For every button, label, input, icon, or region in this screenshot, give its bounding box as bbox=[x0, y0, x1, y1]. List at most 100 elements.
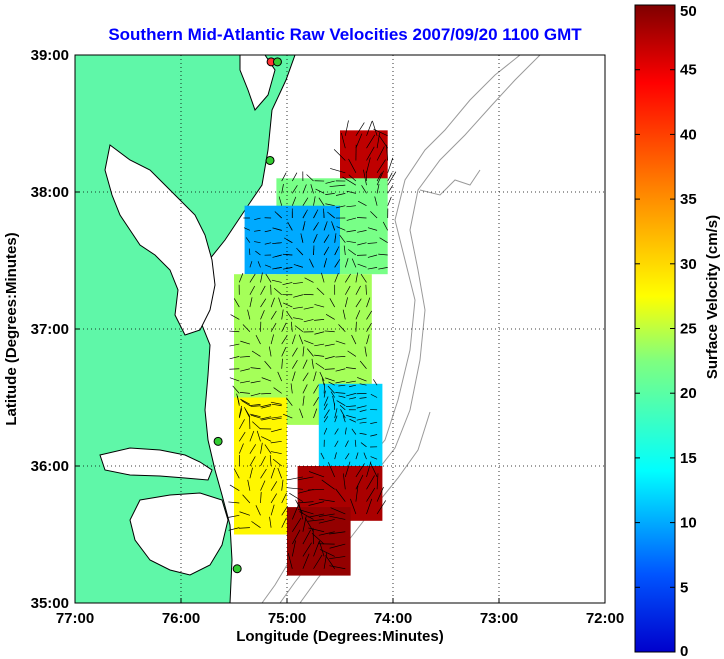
velocity-vector bbox=[323, 249, 328, 256]
velocity-vector bbox=[376, 500, 387, 515]
velocity-vector bbox=[249, 456, 256, 467]
radar-station-1 bbox=[272, 57, 282, 67]
velocity-vector bbox=[287, 552, 293, 569]
velocity-vector bbox=[318, 531, 335, 536]
velocity-vector bbox=[264, 264, 272, 268]
velocity-vector bbox=[366, 120, 373, 136]
velocity-vector bbox=[245, 237, 251, 243]
velocity-vector bbox=[236, 393, 240, 405]
velocity-vector bbox=[335, 193, 346, 196]
plot-area bbox=[75, 55, 605, 603]
velocity-vector bbox=[260, 456, 266, 467]
velocity-vectors bbox=[228, 120, 397, 570]
velocity-vector bbox=[374, 196, 378, 206]
velocity-vector bbox=[320, 452, 325, 460]
velocity-vector bbox=[290, 321, 293, 332]
velocity-vector bbox=[228, 527, 240, 531]
velocity-vector bbox=[255, 334, 261, 345]
velocity-vector bbox=[291, 540, 296, 557]
velocity-vector bbox=[378, 253, 388, 256]
velocity-vector bbox=[342, 309, 346, 320]
velocity-vector bbox=[342, 415, 346, 423]
velocity-vector bbox=[270, 334, 275, 345]
velocity-vector bbox=[357, 263, 367, 268]
velocity-vector bbox=[239, 356, 250, 358]
velocity-vector bbox=[336, 226, 346, 231]
velocity-vector bbox=[308, 501, 325, 506]
velocity-vector bbox=[281, 309, 284, 320]
y-tick-label: 36:00 bbox=[31, 458, 69, 475]
velocity-vector bbox=[308, 527, 325, 533]
velocity-vector bbox=[313, 196, 316, 206]
colorbar-ticks: 0 5 10 15 20 25 30 35 40 45 50 bbox=[635, 3, 697, 659]
velocity-vector bbox=[292, 317, 303, 320]
velocity-vector bbox=[370, 434, 378, 437]
velocity-vector bbox=[329, 298, 336, 308]
velocity-vector bbox=[323, 390, 326, 398]
velocity-vector bbox=[357, 377, 367, 382]
velocity-vector bbox=[325, 314, 335, 320]
velocity-vector bbox=[351, 428, 357, 435]
velocity-vector bbox=[275, 254, 282, 258]
velocity-vector bbox=[323, 403, 328, 410]
velocity-vector bbox=[355, 485, 359, 502]
velocity-vector bbox=[376, 146, 385, 161]
colorbar-label: Surface Velocity (cm/s) bbox=[704, 215, 721, 379]
velocity-vector bbox=[249, 430, 255, 442]
radar-station-2 bbox=[265, 155, 275, 165]
velocity-vector bbox=[229, 377, 240, 382]
velocity-vector bbox=[327, 462, 336, 478]
velocity-vector bbox=[361, 185, 367, 194]
velocity-vector bbox=[355, 474, 364, 490]
colorbar-gradient bbox=[634, 4, 676, 653]
velocity-vector bbox=[281, 322, 287, 332]
velocity-vector bbox=[324, 330, 335, 333]
velocity-vector bbox=[324, 343, 335, 347]
velocity-vector bbox=[313, 212, 317, 219]
velocity-vector bbox=[329, 556, 346, 560]
velocity-vector bbox=[344, 120, 349, 136]
velocity-vector bbox=[243, 227, 251, 231]
velocity-vector bbox=[359, 421, 367, 424]
velocity-vector bbox=[242, 324, 251, 332]
velocity-vector bbox=[249, 444, 257, 454]
velocity-vector bbox=[344, 297, 348, 308]
velocity-vector bbox=[260, 298, 267, 308]
velocity-vector bbox=[249, 273, 256, 283]
velocity-vector bbox=[250, 380, 261, 384]
velocity-vector bbox=[349, 397, 356, 400]
velocity-vector bbox=[243, 407, 251, 417]
velocity-vector bbox=[264, 360, 272, 369]
velocity-vector bbox=[270, 451, 282, 455]
velocity-vector bbox=[314, 304, 325, 308]
velocity-vector bbox=[270, 467, 275, 479]
x-axis-ticks: 77:00 76:00 75:00 74:00 73:00 72:00 bbox=[56, 598, 624, 627]
velocity-vector bbox=[345, 380, 356, 384]
grid-lines bbox=[75, 55, 605, 603]
x-tick-label: 75:00 bbox=[268, 610, 306, 627]
velocity-vector bbox=[297, 476, 314, 481]
colorbar-tick-label: 15 bbox=[680, 450, 697, 467]
velocity-vector bbox=[242, 494, 251, 504]
velocity-vector bbox=[311, 358, 314, 369]
velocity-vector bbox=[387, 157, 394, 173]
velocity-vector bbox=[313, 236, 317, 243]
velocity-vector bbox=[281, 517, 287, 528]
velocity-vector bbox=[297, 501, 314, 504]
velocity-vector bbox=[273, 287, 282, 296]
velocity-vector bbox=[334, 408, 338, 419]
velocity-vector bbox=[376, 159, 386, 174]
velocity-vector bbox=[304, 517, 314, 532]
velocity-vector bbox=[291, 334, 296, 345]
velocity-vector bbox=[376, 473, 379, 490]
y-tick-label: 35:00 bbox=[31, 595, 69, 612]
velocity-vector bbox=[302, 553, 310, 569]
velocity-vector bbox=[228, 501, 240, 504]
velocity-vector bbox=[338, 384, 346, 387]
velocity-vector bbox=[347, 350, 357, 357]
velocity-vector bbox=[359, 409, 367, 412]
velocity-vector bbox=[366, 487, 376, 502]
velocity-vector bbox=[313, 408, 318, 419]
velocity-vector bbox=[346, 240, 356, 244]
velocity-vector bbox=[260, 285, 266, 295]
